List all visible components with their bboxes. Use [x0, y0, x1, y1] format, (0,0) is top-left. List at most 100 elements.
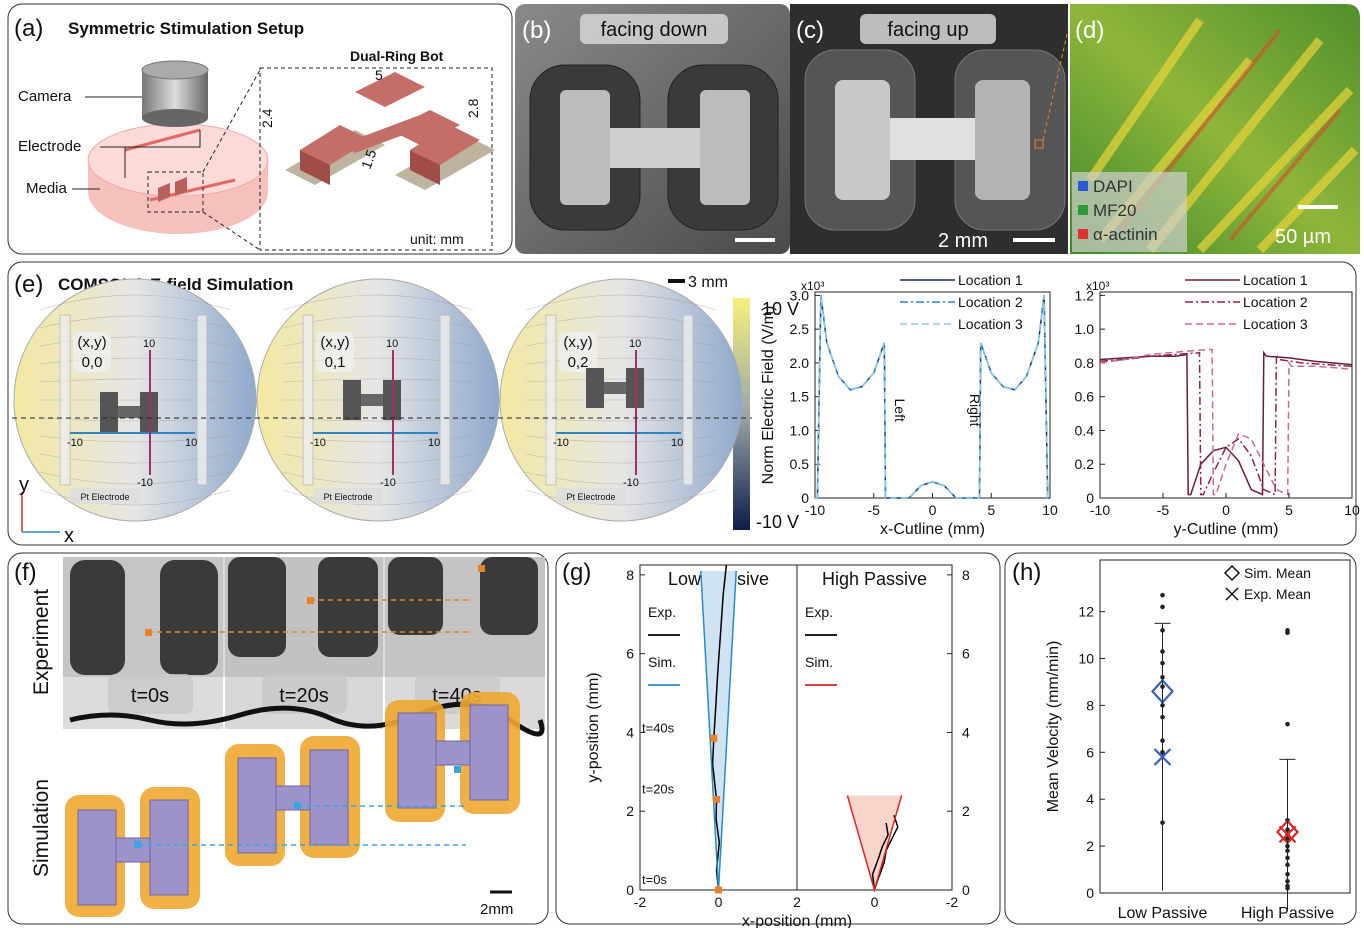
callout: Electrode — [18, 138, 81, 155]
illustration — [138, 805, 466, 846]
label-bg — [556, 488, 626, 504]
label-bg — [73, 332, 111, 372]
bot — [361, 394, 383, 406]
panel-frame — [555, 552, 1001, 925]
panel-c: (c) facing up 2 mm — [790, 4, 1069, 254]
time-point — [715, 886, 722, 894]
mean-marker — [1278, 825, 1297, 844]
legend-marker — [1223, 564, 1241, 582]
axis-multiplier: x10³ — [1086, 279, 1109, 293]
illustration — [134, 841, 141, 848]
panel-frame — [1004, 552, 1357, 925]
y-tick-label: 1.2 — [1075, 287, 1095, 303]
y-tick-label: 1.0 — [1075, 321, 1095, 337]
colorbar-label: 10 V — [762, 299, 799, 319]
axis-tick: -10 — [310, 437, 326, 449]
bot — [604, 382, 626, 394]
axis-tick: 10 — [185, 437, 197, 449]
illustration — [480, 557, 538, 635]
scale-label: 2 mm — [938, 230, 988, 252]
illustration — [700, 90, 750, 205]
y-tick-label: 6 — [626, 646, 634, 662]
coord: 0,2 — [568, 354, 589, 371]
y-tick-label: 2.0 — [790, 355, 810, 371]
illustration — [388, 557, 443, 635]
legend-label: Sim. Mean — [1244, 565, 1311, 581]
axis-tick: -10 — [67, 437, 83, 449]
dimension: 2.8 — [465, 98, 481, 118]
y-tick-label: 0 — [626, 882, 634, 898]
time-label: t=20s — [642, 781, 675, 796]
y-tick-label: 0.2 — [1075, 456, 1095, 472]
legend-label: Location 3 — [958, 316, 1023, 332]
row-label: Experiment — [30, 589, 53, 695]
illustration — [158, 177, 187, 202]
axis-tick: -10 — [137, 477, 153, 489]
y-tick-label: 6 — [962, 646, 970, 662]
bot — [343, 380, 361, 420]
illustration — [1078, 229, 1088, 239]
illustration — [580, 14, 728, 44]
illustration — [395, 135, 495, 190]
coord: 0,1 — [325, 354, 346, 371]
axis-tick: 10 — [629, 338, 641, 350]
row-label: Simulation — [30, 779, 53, 877]
y-axis-label: Mean Velocity (mm/min) — [1045, 641, 1062, 813]
data-point — [1160, 604, 1165, 610]
illustration — [70, 560, 125, 675]
illustration — [397, 712, 437, 809]
dimension: 1.5 — [358, 147, 380, 171]
y-tick-label: 2 — [626, 803, 634, 819]
electrode — [682, 314, 694, 486]
cone-fill — [847, 795, 902, 890]
mean-marker — [1153, 748, 1172, 766]
electrode-label: Pt Electrode — [80, 492, 129, 502]
panel-label: (b) — [522, 17, 551, 44]
illustration — [141, 60, 209, 80]
y-tick-label: 0.8 — [1075, 355, 1095, 371]
x-tick-label: -10 — [805, 502, 825, 518]
axis-label: x — [64, 525, 74, 547]
series-line — [815, 295, 1050, 499]
plot-frame — [1099, 291, 1353, 499]
legend-label: Exp. — [648, 604, 676, 620]
illustration — [1078, 205, 1088, 215]
illustration — [108, 674, 193, 714]
coord-label: (x,y) — [563, 334, 592, 351]
y-tick-label: 1.5 — [790, 389, 810, 405]
illustration — [435, 740, 471, 766]
panel-label: (f) — [14, 559, 37, 586]
y-axis-label: y-position (mm) — [585, 672, 602, 782]
y-tick-label: 8 — [962, 567, 970, 583]
x-tick-label: 10 — [1344, 502, 1360, 518]
y-tick-label: 2 — [962, 803, 970, 819]
y-tick-label: 0.5 — [790, 456, 810, 472]
axis-tick: -10 — [553, 437, 569, 449]
illustration — [307, 597, 314, 604]
x-tick-label: 10 — [1042, 502, 1058, 518]
y-tick-label: 1.0 — [790, 422, 810, 438]
illustration — [478, 565, 485, 572]
panel-label: (h) — [1012, 559, 1041, 586]
series-line — [1099, 351, 1353, 496]
time-point — [710, 734, 718, 742]
label-bg — [316, 332, 354, 372]
illustration — [318, 557, 378, 657]
y-axis-label: Norm Electric Field (V/m) — [760, 306, 777, 485]
streamline — [282, 489, 474, 506]
illustration — [147, 171, 204, 213]
illustration — [860, 14, 996, 44]
x-axis-label: y-Cutline (mm) — [1174, 521, 1279, 538]
illustration — [309, 749, 349, 846]
annotation: Right — [967, 394, 983, 427]
legend-label: Location 2 — [958, 294, 1023, 310]
illustration — [202, 211, 261, 251]
panel-b: (b) facing down — [515, 4, 790, 254]
legend-label: Location 2 — [1243, 294, 1308, 310]
illustration — [355, 72, 460, 145]
scale-label: 3 mm — [688, 274, 728, 291]
x-axis-label: x-position (mm) — [742, 913, 852, 928]
illustration — [1078, 181, 1088, 191]
y-tick-label: 2.5 — [790, 321, 810, 337]
